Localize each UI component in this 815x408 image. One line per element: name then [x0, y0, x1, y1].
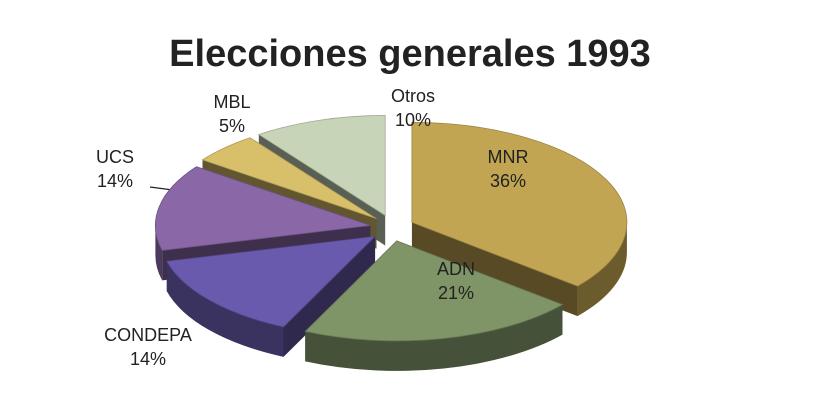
slice-value-label: 14%: [130, 349, 166, 369]
slice: [257, 115, 386, 217]
slice-label: MNR: [488, 147, 529, 167]
slice-label: MBL: [213, 92, 250, 112]
slice-wall: [411, 222, 578, 317]
slice-label: ADN: [437, 259, 475, 279]
slice: [166, 235, 377, 328]
slice: [304, 240, 564, 342]
slice: [411, 121, 628, 287]
slice-value-label: 14%: [97, 171, 133, 191]
slice-value-label: 10%: [395, 110, 431, 130]
slice: [155, 166, 371, 251]
slice-label: UCS: [96, 147, 134, 167]
slice-value-label: 21%: [438, 283, 474, 303]
slice-value-label: 5%: [219, 116, 245, 136]
slices: [155, 115, 628, 371]
slice-label: CONDEPA: [104, 325, 192, 345]
slice-value-label: 36%: [490, 171, 526, 191]
slice: [201, 137, 377, 220]
slice-label: Otros: [391, 86, 435, 106]
slice-side: [166, 261, 284, 357]
chart-title: Elecciones generales 1993: [169, 33, 651, 75]
slice-side: [305, 304, 563, 371]
labels: MNR 36% ADN 21% CONDEPA 14% UCS 14% MBL 5% Otros 10…: [96, 86, 529, 369]
